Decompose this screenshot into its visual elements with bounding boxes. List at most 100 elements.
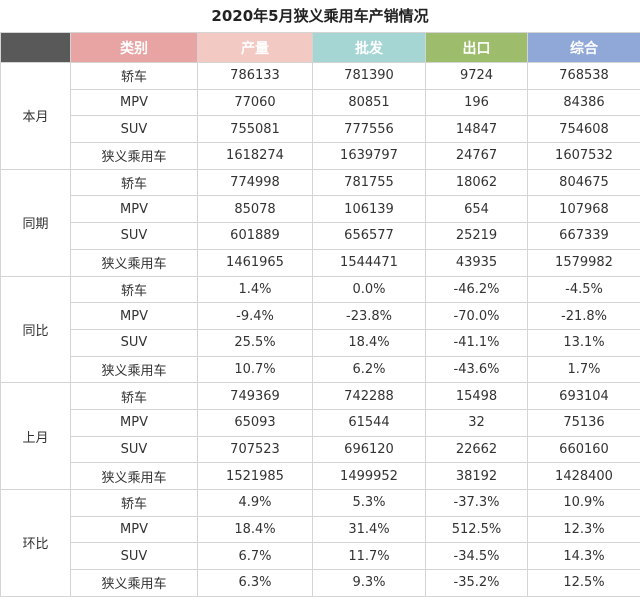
value-cell: -23.8% — [313, 303, 426, 330]
value-cell: 781755 — [313, 169, 426, 196]
value-cell: 75136 — [528, 409, 640, 436]
value-cell: 25.5% — [198, 329, 313, 356]
value-cell: 749369 — [198, 383, 313, 410]
value-cell: 1579982 — [528, 249, 640, 276]
value-cell: -37.3% — [426, 490, 528, 517]
category-cell: 轿车 — [71, 63, 198, 90]
value-cell: 61544 — [313, 409, 426, 436]
value-cell: 18.4% — [198, 516, 313, 543]
value-cell: 1.7% — [528, 356, 640, 383]
value-cell: 13.1% — [528, 329, 640, 356]
table-title: 2020年5月狭义乘用车产销情况 — [0, 0, 640, 32]
group-label: 本月 — [1, 63, 71, 170]
value-cell: 774998 — [198, 169, 313, 196]
value-cell: 1.4% — [198, 276, 313, 303]
header-cell: 批发 — [313, 33, 426, 63]
value-cell: -43.6% — [426, 356, 528, 383]
value-cell: 0.0% — [313, 276, 426, 303]
value-cell: 781390 — [313, 63, 426, 90]
category-cell: 狭义乘用车 — [71, 356, 198, 383]
value-cell: 777556 — [313, 116, 426, 143]
category-cell: MPV — [71, 303, 198, 330]
category-cell: 狭义乘用车 — [71, 570, 198, 597]
value-cell: 12.5% — [528, 570, 640, 597]
category-cell: 狭义乘用车 — [71, 143, 198, 170]
value-cell: 742288 — [313, 383, 426, 410]
category-cell: 狭义乘用车 — [71, 249, 198, 276]
group-label: 上月 — [1, 383, 71, 490]
value-cell: 11.7% — [313, 543, 426, 570]
value-cell: 80851 — [313, 89, 426, 116]
value-cell: 1521985 — [198, 463, 313, 490]
value-cell: 667339 — [528, 223, 640, 250]
value-cell: 38192 — [426, 463, 528, 490]
category-cell: MPV — [71, 409, 198, 436]
value-cell: 6.2% — [313, 356, 426, 383]
header-cell: 出口 — [426, 33, 528, 63]
value-cell: 707523 — [198, 436, 313, 463]
value-cell: 1618274 — [198, 143, 313, 170]
category-cell: MPV — [71, 516, 198, 543]
value-cell: 22662 — [426, 436, 528, 463]
category-cell: 轿车 — [71, 276, 198, 303]
value-cell: -46.2% — [426, 276, 528, 303]
value-cell: -4.5% — [528, 276, 640, 303]
value-cell: 1428400 — [528, 463, 640, 490]
value-cell: 9.3% — [313, 570, 426, 597]
value-cell: 512.5% — [426, 516, 528, 543]
value-cell: 25219 — [426, 223, 528, 250]
value-cell: 196 — [426, 89, 528, 116]
value-cell: 10.7% — [198, 356, 313, 383]
value-cell: 24767 — [426, 143, 528, 170]
value-cell: 654 — [426, 196, 528, 223]
value-cell: 755081 — [198, 116, 313, 143]
value-cell: 84386 — [528, 89, 640, 116]
value-cell: 85078 — [198, 196, 313, 223]
value-cell: 693104 — [528, 383, 640, 410]
category-cell: MPV — [71, 196, 198, 223]
category-cell: SUV — [71, 116, 198, 143]
value-cell: 6.7% — [198, 543, 313, 570]
value-cell: -34.5% — [426, 543, 528, 570]
value-cell: -35.2% — [426, 570, 528, 597]
category-cell: MPV — [71, 89, 198, 116]
value-cell: 768538 — [528, 63, 640, 90]
value-cell: 1499952 — [313, 463, 426, 490]
group-label: 同比 — [1, 276, 71, 383]
value-cell: 106139 — [313, 196, 426, 223]
value-cell: -9.4% — [198, 303, 313, 330]
value-cell: 12.3% — [528, 516, 640, 543]
header-cell: 产量 — [198, 33, 313, 63]
value-cell: 804675 — [528, 169, 640, 196]
value-cell: 660160 — [528, 436, 640, 463]
value-cell: 10.9% — [528, 490, 640, 517]
value-cell: 65093 — [198, 409, 313, 436]
value-cell: 18062 — [426, 169, 528, 196]
category-cell: SUV — [71, 436, 198, 463]
value-cell: 107968 — [528, 196, 640, 223]
value-cell: 1639797 — [313, 143, 426, 170]
category-cell: 轿车 — [71, 383, 198, 410]
category-cell: 狭义乘用车 — [71, 463, 198, 490]
value-cell: 15498 — [426, 383, 528, 410]
group-label: 同期 — [1, 169, 71, 276]
value-cell: 5.3% — [313, 490, 426, 517]
